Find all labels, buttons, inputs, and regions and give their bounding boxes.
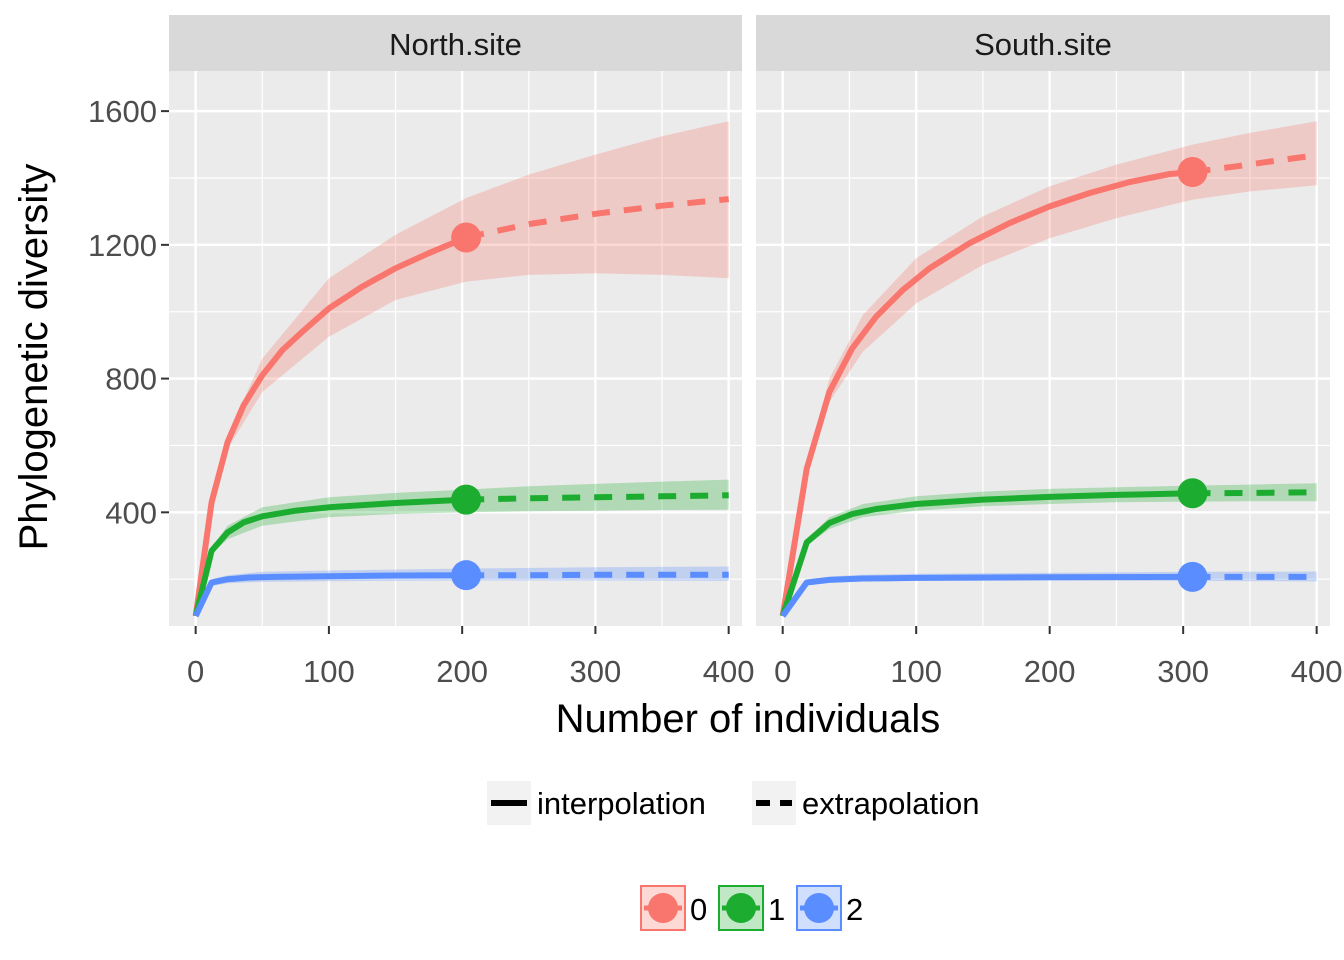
order-legend-key-1 — [718, 885, 764, 931]
panel-strip-label: South.site — [974, 27, 1112, 62]
observed-point-order-1 — [1177, 478, 1208, 509]
order-legend-label: 0 — [690, 892, 707, 927]
extrapolation-line-order-1 — [466, 492, 729, 503]
order-legend: 0 1 2 — [640, 885, 863, 931]
y-tick-label: 800 — [105, 362, 157, 397]
order-legend-label: 1 — [768, 892, 785, 927]
interpolation-line-order-0 — [192, 234, 468, 617]
interpolation-line-order-1 — [192, 496, 467, 617]
ci-band-order-1 — [782, 483, 1317, 616]
order-legend-label: 2 — [846, 892, 863, 927]
y-tick-label: 1600 — [88, 94, 157, 129]
ci-band-order-0 — [782, 121, 1317, 616]
panels-layer: North.site South.site — [169, 15, 1330, 626]
x-tick-label: 200 — [436, 654, 488, 689]
x-tick-label: 300 — [1157, 654, 1209, 689]
x-tick-label: 400 — [1291, 654, 1343, 689]
method-legend-label: extrapolation — [802, 786, 980, 821]
method-legend-key-solid — [487, 781, 531, 825]
ci-band-order-0 — [195, 121, 729, 616]
method-legend: interpolation extrapolation — [487, 781, 980, 825]
observed-point-order-1 — [451, 484, 482, 515]
legend-key-point — [726, 893, 756, 923]
x-tick-label: 100 — [890, 654, 942, 689]
observed-point-order-2 — [451, 560, 482, 591]
y-tick-label: 400 — [105, 495, 157, 530]
observed-point-order-2 — [1177, 561, 1208, 592]
panel-strip — [756, 15, 1330, 71]
x-axis-title: Number of individuals — [556, 697, 941, 741]
y-tick-label: 1200 — [88, 228, 157, 263]
extrapolation-line-order-0 — [465, 196, 729, 241]
method-legend-label: interpolation — [537, 786, 706, 821]
x-tick-label: 0 — [187, 654, 204, 689]
observed-point-order-0 — [1177, 156, 1208, 187]
extrapolation-line-order-0 — [1192, 152, 1318, 175]
y-axis-title: Phylogenetic diversity — [12, 164, 56, 551]
panel-background — [169, 71, 742, 626]
panel-south-site: South.site — [756, 15, 1330, 626]
axes-layer: 0 100 200 300 400 0 100 200 300 400 400 800 1200 1600 — [88, 94, 1342, 689]
x-tick-label: 300 — [570, 654, 622, 689]
interpolation-line-order-0 — [779, 169, 1193, 617]
x-tick-label: 200 — [1024, 654, 1076, 689]
extrapolation-line-order-1 — [1192, 489, 1317, 497]
order-legend-key-2 — [796, 885, 842, 931]
ci-band-order-1 — [195, 479, 729, 616]
interpolation-line-order-1 — [779, 490, 1193, 617]
x-tick-label: 400 — [703, 654, 755, 689]
panel-strip-label: North.site — [389, 27, 522, 62]
observed-point-order-0 — [451, 222, 482, 253]
interpolation-line-order-2 — [192, 572, 467, 618]
x-tick-label: 0 — [774, 654, 791, 689]
order-legend-key-0 — [640, 885, 686, 931]
x-tick-label: 100 — [303, 654, 355, 689]
interpolation-line-order-2 — [780, 573, 1193, 618]
panel-north-site: North.site — [169, 15, 742, 626]
legend-key-point — [804, 893, 834, 923]
method-legend-key-dashed — [752, 781, 796, 825]
panel-strip — [169, 15, 742, 71]
legend-key-point — [648, 893, 678, 923]
